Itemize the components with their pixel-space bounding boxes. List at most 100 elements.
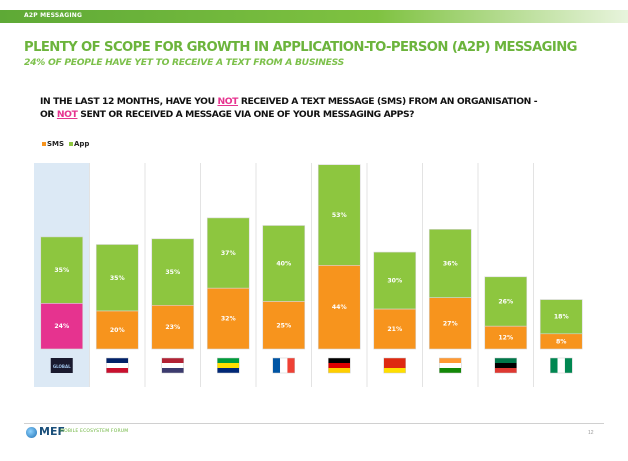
flag-stripe — [328, 363, 351, 368]
bar-app-4 — [262, 225, 306, 302]
flag-stripe — [494, 363, 517, 368]
flag-stripe — [161, 368, 184, 373]
flag-stripe — [439, 368, 462, 373]
data-label-sms-5: 44% — [332, 304, 347, 311]
page-number: 12 — [588, 430, 594, 436]
data-label-app-4: 40% — [276, 261, 291, 268]
flag-stripe — [328, 368, 351, 373]
question-not-2: NOT — [56, 108, 78, 120]
bar-sms-5 — [317, 265, 361, 350]
data-label-app-3: 37% — [221, 250, 236, 257]
flag-stripe — [217, 358, 240, 363]
flag-stripe — [106, 368, 129, 373]
flag-us-icon — [161, 357, 184, 374]
category-label-0: GLOBAL — [53, 364, 71, 369]
flag-france-icon — [272, 357, 295, 374]
flag-uk-icon — [106, 357, 129, 374]
flag-stripe — [383, 368, 406, 373]
bar-sms-4 — [262, 301, 306, 350]
flag-stripe — [557, 358, 565, 373]
flag-stripe — [383, 363, 406, 368]
bar-app-7 — [428, 229, 472, 299]
data-label-app-1: 35% — [110, 275, 125, 282]
page-title: PLENTY OF SCOPE FOR GROWTH IN APPLICATIO… — [24, 40, 577, 55]
legend-label-app: App — [73, 140, 90, 148]
flag-stripe — [550, 358, 558, 373]
legend-label-sms: SMS — [47, 140, 65, 148]
bar-sms-7 — [428, 297, 472, 350]
data-label-sms-0: 24% — [54, 323, 69, 330]
mef-globe-icon — [26, 426, 37, 438]
question-part-4: SENT OR RECEIVED A MESSAGE VIA ONE OF YO… — [77, 108, 415, 120]
chart-legend: SMS App — [42, 140, 89, 148]
flag-stripe — [106, 363, 129, 368]
question-part-3: OR — [40, 108, 57, 120]
flag-stripe — [383, 358, 406, 363]
data-label-sms-4: 25% — [276, 322, 291, 329]
flag-stripe — [106, 358, 129, 363]
data-label-sms-8: 12% — [498, 335, 513, 342]
data-label-app-5: 53% — [332, 212, 347, 219]
flag-germany-icon — [328, 357, 351, 374]
flag-stripe — [328, 358, 351, 363]
flag-stripe — [287, 358, 295, 373]
flag-india-icon — [439, 357, 462, 374]
page-subtitle: 24% OF PEOPLE HAVE YET TO RECEIVE A TEXT… — [24, 57, 344, 68]
data-label-app-9: 18% — [554, 314, 569, 321]
flag-stripe — [439, 358, 462, 363]
data-label-sms-9: 8% — [556, 338, 567, 345]
flag-nigeria-icon — [550, 357, 573, 374]
flag-south-africa-icon — [494, 357, 517, 374]
bar-app-1 — [95, 244, 139, 312]
data-label-app-6: 30% — [387, 278, 402, 285]
bar-app-8 — [484, 276, 528, 327]
footer-divider — [24, 423, 604, 424]
bar-sms-0 — [40, 303, 84, 350]
survey-question: IN THE LAST 12 MONTHS, HAVE YOU NOT RECE… — [40, 96, 538, 121]
flag-brazil-icon — [217, 357, 240, 374]
bar-sms-1 — [95, 310, 139, 350]
flag-stripe — [161, 363, 184, 368]
data-label-app-0: 35% — [54, 267, 69, 274]
flag-stripe — [161, 358, 184, 363]
data-label-app-8: 26% — [498, 299, 513, 306]
flag-stripe — [494, 368, 517, 373]
data-label-sms-2: 23% — [165, 324, 180, 331]
forum-name: MOBILE ECOSYSTEM FORUM — [60, 429, 129, 434]
flag-china-icon — [383, 357, 406, 374]
data-label-app-7: 36% — [443, 261, 458, 268]
bar-sms-2 — [151, 304, 195, 350]
question-part-1: IN THE LAST 12 MONTHS, HAVE YOU — [40, 96, 218, 107]
question-part-2: RECEIVED A TEXT MESSAGE (SMS) FROM AN OR… — [238, 96, 538, 107]
bar-app-3 — [206, 217, 250, 289]
bar-sms-3 — [206, 287, 250, 350]
data-label-sms-6: 21% — [387, 326, 402, 333]
flag-stripe — [272, 358, 281, 373]
bar-app-0 — [40, 236, 84, 304]
section-label: A2P MESSAGING — [24, 12, 83, 19]
mef-logo: MEF — [26, 425, 65, 438]
bar-app-5 — [317, 164, 361, 266]
legend-swatch-sms — [42, 142, 46, 146]
bar-sms-8 — [484, 325, 528, 350]
bar-app-6 — [373, 251, 417, 310]
data-label-sms-7: 27% — [443, 320, 458, 327]
flag-stripe — [280, 358, 288, 373]
flag-stripe — [494, 358, 517, 363]
logo-text: MEF — [39, 425, 65, 438]
legend-swatch-app — [68, 142, 73, 146]
flag-stripe — [439, 363, 462, 368]
bar-app-9 — [539, 299, 583, 335]
flag-stripe — [564, 358, 573, 373]
bar-sms-6 — [373, 308, 417, 350]
question-not-1: NOT — [217, 96, 239, 107]
data-label-app-2: 35% — [165, 269, 180, 276]
flag-stripe — [217, 368, 240, 373]
bar-sms-9 — [539, 333, 583, 350]
header-bar: A2P MESSAGING — [0, 10, 628, 23]
data-label-sms-1: 20% — [110, 327, 125, 334]
bar-app-2 — [151, 238, 195, 306]
flag-stripe — [217, 363, 240, 368]
data-label-sms-3: 32% — [221, 316, 236, 323]
